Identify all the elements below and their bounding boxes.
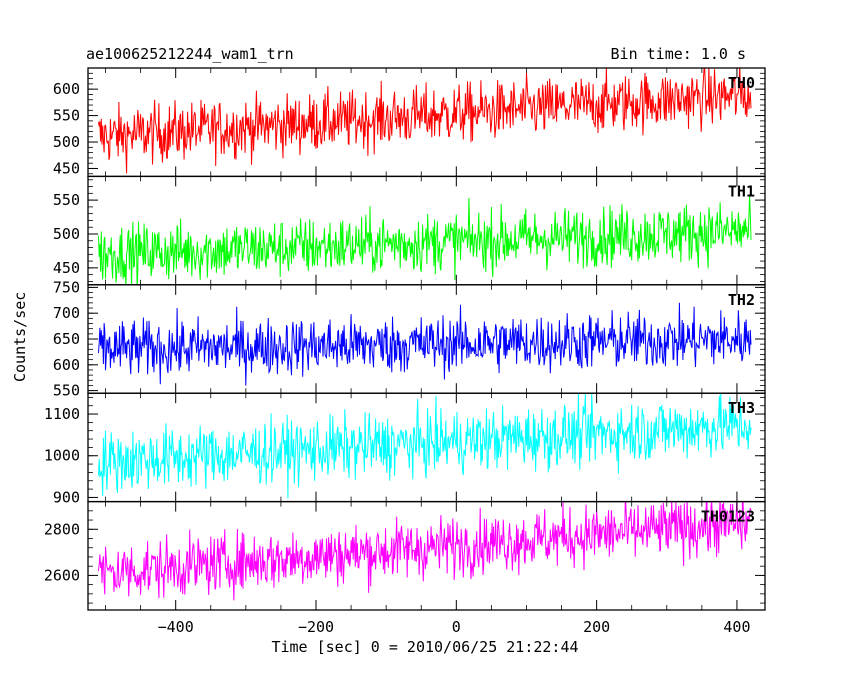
series-th0 (98, 68, 752, 174)
panel-frame (87, 500, 766, 611)
x-tick-label: 0 (452, 618, 461, 636)
panel-label: TH1 (728, 182, 755, 200)
y-tick-label: 550 (53, 382, 80, 400)
y-tick-label: 650 (53, 330, 80, 348)
x-tick-label: 400 (723, 618, 750, 636)
series-th3 (98, 393, 752, 499)
x-tick-label: −200 (298, 618, 334, 636)
y-tick-label: 750 (53, 278, 80, 296)
panel-label: TH0123 (701, 508, 755, 526)
y-tick-label: 450 (53, 259, 80, 277)
y-tick-label: 2800 (44, 520, 80, 538)
y-tick-label: 700 (53, 304, 80, 322)
series-th0123 (98, 501, 752, 601)
chart-title-left: ae100625212244_wam1_trn (86, 45, 294, 63)
x-tick-label: 200 (583, 618, 610, 636)
y-tick-label: 500 (53, 133, 80, 151)
y-tick-label: 550 (53, 107, 80, 125)
x-axis-label: Time [sec] 0 = 2010/06/25 21:22:44 (271, 638, 579, 656)
y-tick-label: 500 (53, 225, 80, 243)
y-tick-label: 1100 (44, 405, 80, 423)
y-tick-label: 1000 (44, 447, 80, 465)
y-tick-label: 550 (53, 191, 80, 209)
y-tick-label: 900 (53, 488, 80, 506)
series-th2 (98, 302, 752, 386)
panel-label: TH0 (728, 74, 755, 92)
y-tick-label: 600 (53, 80, 80, 98)
panel-frame (87, 284, 766, 394)
series-th1 (98, 194, 752, 285)
y-tick-label: 450 (53, 159, 80, 177)
x-tick-label: −400 (158, 618, 194, 636)
panel-label: TH2 (728, 291, 755, 309)
chart-title-right: Bin time: 1.0 s (610, 45, 746, 63)
y-tick-label: 2600 (44, 566, 80, 584)
panel-label: TH3 (728, 399, 755, 417)
y-axis-label: Counts/sec (11, 291, 29, 382)
y-tick-label: 600 (53, 356, 80, 374)
